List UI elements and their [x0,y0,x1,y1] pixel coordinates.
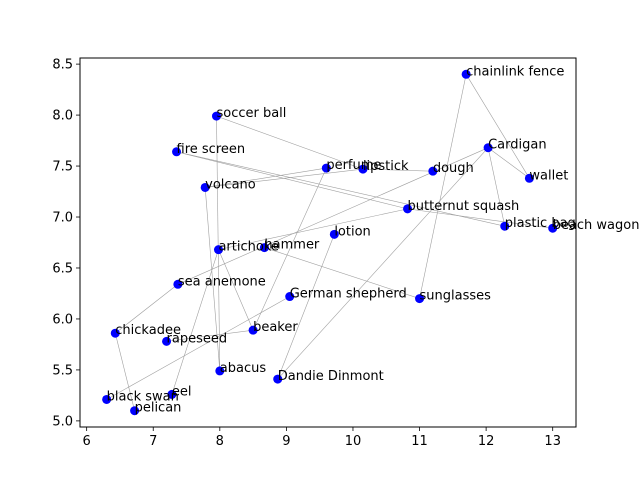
edge-fire-screen-butternut-squash [176,151,408,210]
point-butternut-squash [403,204,413,214]
x-tick-label: 13 [544,434,561,449]
y-axis: 5.0 5.5 6.0 6.5 7.0 7.5 8.0 8.5 [52,58,80,429]
point-label-volcano: volcano [205,177,256,192]
edge-lotion-dandie-dinmont [277,234,335,380]
edge-butternut-squash-beach-wagon [407,208,553,229]
point-label-perfume: perfume [326,158,381,173]
point-chainlink-fence [461,69,471,79]
point-label-pelican: pelican [135,401,182,416]
y-tick-label: 5.0 [52,414,73,429]
edge-german-shepherd-black-swan [106,296,290,400]
edge-lipstick-volcano [205,168,363,188]
point-perfume [321,163,331,173]
edge-beaker-rapeseed [166,329,254,342]
edge-artichoke-eel [171,249,219,395]
point-label-dough: dough [433,161,474,176]
edge-perfume-beaker [252,167,327,331]
y-tick-label: 7.0 [52,211,73,226]
y-tick-label: 8.0 [52,109,73,124]
point-sunglasses [415,294,425,304]
y-tick-label: 5.5 [52,363,73,378]
point-label-abacus: abacus [220,361,267,376]
point-dandie-dinmont [273,374,283,384]
point-label-sea-anemone: sea anemone [178,274,266,289]
point-volcano [200,182,210,192]
point-label-cardigan: Cardigan [488,138,546,153]
point-label-sunglasses: sunglasses [420,289,492,304]
x-tick-label: 8 [216,434,224,449]
point-label-beach-wagon: beach wagon [553,218,640,233]
plot-frame [79,57,577,428]
point-plastic-bag [500,221,510,231]
point-cardigan [483,143,493,153]
point-abacus [215,366,225,376]
edge-cardigan-plastic-bag [487,147,506,227]
edge-perfume-volcano [205,167,327,188]
edge-fire-screen-plastic-bag [176,151,505,227]
point-eel [167,389,177,399]
point-sea-anemone [173,279,183,289]
point-label-fire-screen: fire screen [177,142,246,157]
x-tick-label: 12 [478,434,495,449]
point-label-eel: eel [172,384,192,399]
point-pelican [130,406,140,416]
point-label-chainlink-fence: chainlink fence [466,64,564,79]
point-label-hammer: hammer [264,238,320,253]
edge-chickadee-pelican [114,333,135,411]
points-layer [102,69,558,416]
point-lipstick [358,164,368,174]
edge-butternut-squash-artichoke [218,208,408,250]
edge-soccer-ball-lipstick [216,115,364,170]
point-artichoke [213,245,223,255]
point-label-wallet: wallet [529,168,568,183]
edge-chainlink-fence-wallet [465,74,530,179]
point-german-shepherd [285,292,295,302]
point-label-rapeseed: rapeseed [167,331,228,346]
edge-cardigan-dandie-dinmont [277,147,489,380]
point-soccer-ball [211,111,221,121]
point-dough [428,166,438,176]
edge-volcano-abacus [204,187,221,371]
edge-artichoke-beaker [218,249,254,331]
x-tick-label: 7 [149,434,157,449]
point-hammer [259,243,269,253]
y-tick-label: 7.5 [52,160,73,175]
labels-layer: chainlink fence soccer ball Cardigan fire s… [107,64,640,415]
x-axis: 6 7 8 9 10 11 12 13 [83,427,561,449]
point-wallet [524,173,534,183]
x-tick-label: 10 [345,434,362,449]
point-lotion [329,229,339,239]
edge-soccer-ball-abacus [216,116,221,371]
edge-hammer-sunglasses [264,247,420,299]
edge-lipstick-dough [362,168,433,172]
y-tick-label: 6.5 [52,261,73,276]
point-label-german-shepherd: German shepherd [290,287,407,302]
point-label-soccer-ball: soccer ball [216,106,286,121]
edge-chickadee-sea-anemone [115,284,179,334]
point-label-butternut-squash: butternut squash [408,199,520,214]
point-chickadee [110,328,120,338]
point-beaker [248,325,258,335]
point-label-beaker: beaker [253,320,298,335]
point-label-dandie-dinmont: Dandie Dinmont [278,369,384,384]
point-label-lotion: lotion [334,224,370,239]
x-tick-label: 6 [83,434,91,449]
point-label-artichoke: artichoke [218,240,278,255]
x-tick-label: 11 [411,434,428,449]
point-label-lipstick: lipstick [363,159,409,174]
x-tick-label: 9 [282,434,290,449]
point-rapeseed [162,336,172,346]
edge-chainlink-fence-sunglasses [419,74,467,299]
y-tick-label: 6.0 [52,312,73,327]
point-black-swan [102,394,112,404]
point-fire-screen [172,147,182,157]
y-tick-label: 8.5 [52,58,73,73]
edge-cardigan-wallet [487,147,530,179]
point-beach-wagon [548,223,558,233]
point-label-black-swan: black swan [107,389,179,404]
point-label-chickadee: chickadee [115,323,181,338]
point-label-plastic-bag: plastic bag [505,216,576,231]
